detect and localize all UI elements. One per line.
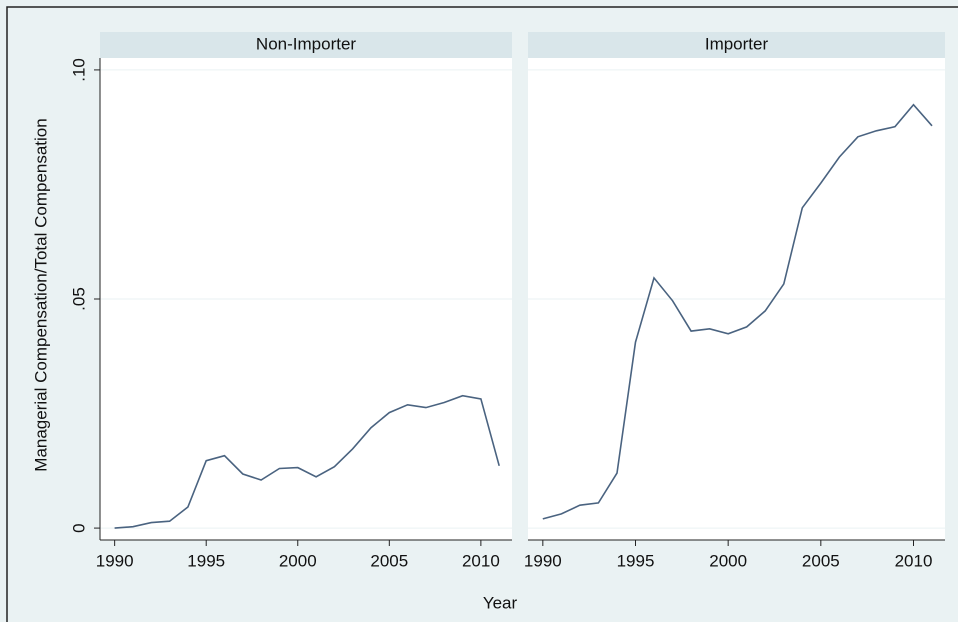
y-tick-label: .05 [69,287,88,311]
x-tick-label: 2010 [895,551,933,570]
x-tick-label: 2000 [279,551,317,570]
x-tick-label: 1990 [524,551,562,570]
x-tick-label: 2000 [709,551,747,570]
panel-header [528,32,945,58]
frame [6,6,958,622]
x-axis-title: Year [483,593,518,612]
y-axis-title: Managerial Compensation/Total Compensati… [31,118,50,471]
panel-header [100,32,512,58]
x-tick-label: 2005 [802,551,840,570]
y-tick-label: 0 [69,523,88,532]
x-tick-label: 2010 [462,551,500,570]
x-tick-label: 1995 [187,551,225,570]
panel-title: Importer [705,34,769,53]
x-tick-label: 1995 [617,551,655,570]
x-tick-label: 1990 [96,551,134,570]
panel-title: Non-Importer [256,34,356,53]
data-line [542,103,933,520]
x-tick-label: 2005 [370,551,408,570]
y-tick-label: .10 [69,58,88,82]
data-line [114,394,500,529]
